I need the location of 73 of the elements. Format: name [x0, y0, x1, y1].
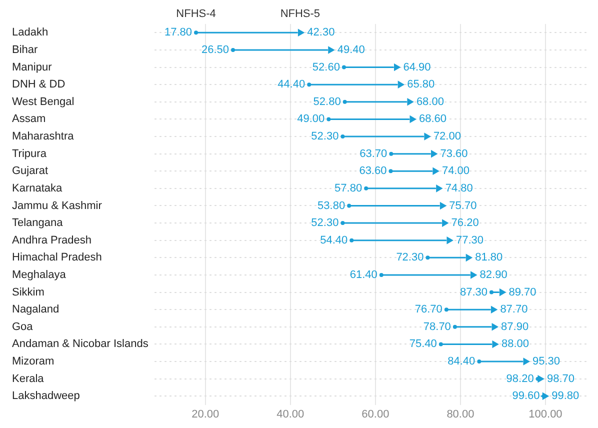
data-label: 52.80 [313, 96, 341, 108]
data-label: 65.80 [407, 78, 435, 91]
data-label: 49.40 [337, 44, 365, 56]
data-label: 72.30 [396, 252, 424, 264]
data-label: 53.80 [318, 200, 346, 212]
data-label: 64.90 [403, 61, 431, 74]
data-label: 26.50 [201, 44, 230, 56]
data-label: 76.70 [414, 304, 442, 316]
data-label: 81.80 [475, 252, 503, 264]
y-tick-label: Sikkim [12, 286, 44, 298]
y-tick-label: Goa [12, 320, 34, 333]
y-tick-label: Karnataka [12, 182, 64, 194]
data-label: 54.40 [320, 234, 348, 246]
y-tick-label: Bihar [12, 44, 38, 56]
data-label: 78.70 [423, 320, 451, 333]
y-tick-label: Himachal Pradesh [12, 252, 102, 264]
data-label: 76.20 [451, 217, 479, 230]
y-tick-label: Kerala [12, 372, 45, 385]
y-tick-label: Maharashtra [12, 130, 75, 143]
data-label: 63.60 [359, 165, 387, 178]
y-tick-label: Jammu & Kashmir [12, 200, 102, 212]
x-tick-label: 40.00 [276, 408, 304, 420]
data-label: 87.70 [500, 304, 528, 316]
data-label: 68.60 [418, 113, 447, 126]
data-label: 44.40 [278, 78, 306, 91]
data-label: 63.70 [360, 148, 388, 160]
y-tick-label: Meghalaya [12, 269, 67, 282]
data-label: 95.30 [532, 356, 560, 368]
data-label: 84.40 [448, 356, 476, 368]
data-label: 74.00 [442, 165, 470, 178]
y-tick-label: Andhra Pradesh [12, 234, 92, 246]
data-label: 42.30 [307, 26, 335, 39]
data-label: 87.90 [501, 320, 529, 333]
x-tick-label: 60.00 [362, 408, 390, 420]
data-label: 74.80 [445, 182, 473, 194]
data-label: 89.70 [508, 286, 536, 298]
data-label: 98.20 [506, 372, 534, 385]
data-label: 98.70 [546, 372, 574, 385]
y-tick-label: DNH & DD [12, 78, 66, 91]
x-tick-label: 20.00 [192, 408, 220, 420]
y-tick-label: Nagaland [12, 304, 60, 316]
data-label: 87.30 [460, 286, 488, 298]
data-label: 52.60 [312, 61, 340, 74]
y-tick-label: Manipur [12, 61, 52, 74]
data-label: 88.00 [501, 338, 529, 350]
data-label: 77.30 [456, 234, 484, 246]
series-label: NFHS-4 [176, 8, 216, 20]
y-tick-label: Lakshadweep [12, 390, 80, 402]
y-tick-label: Assam [12, 113, 46, 126]
x-tick-label: 80.00 [446, 408, 474, 420]
y-tick-label: Andaman & Nicobar Islands [12, 338, 149, 350]
data-label: 52.30 [311, 130, 339, 143]
data-label: 99.80 [552, 390, 580, 402]
data-label: 99.60 [512, 390, 540, 402]
data-label: 52.30 [311, 217, 339, 230]
y-tick-label: Mizoram [12, 356, 54, 368]
data-label: 61.40 [350, 269, 378, 282]
data-label: 82.90 [480, 269, 508, 282]
y-tick-label: Telangana [12, 217, 64, 230]
data-label: 17.80 [164, 26, 192, 39]
y-tick-label: Gujarat [12, 165, 48, 178]
data-label: 57.80 [334, 182, 362, 194]
series-label: NFHS-5 [280, 8, 320, 20]
data-label: 75.40 [409, 338, 437, 350]
y-tick-label: Tripura [12, 148, 48, 160]
data-label: 68.00 [416, 96, 444, 108]
data-label: 49.00 [297, 113, 325, 126]
data-label: 72.00 [433, 130, 461, 143]
x-tick-label: 100.00 [528, 408, 562, 420]
y-tick-label: Ladakh [12, 26, 48, 39]
y-tick-label: West Bengal [12, 96, 74, 108]
data-label: 73.60 [440, 148, 468, 160]
data-label: 75.70 [449, 200, 477, 212]
